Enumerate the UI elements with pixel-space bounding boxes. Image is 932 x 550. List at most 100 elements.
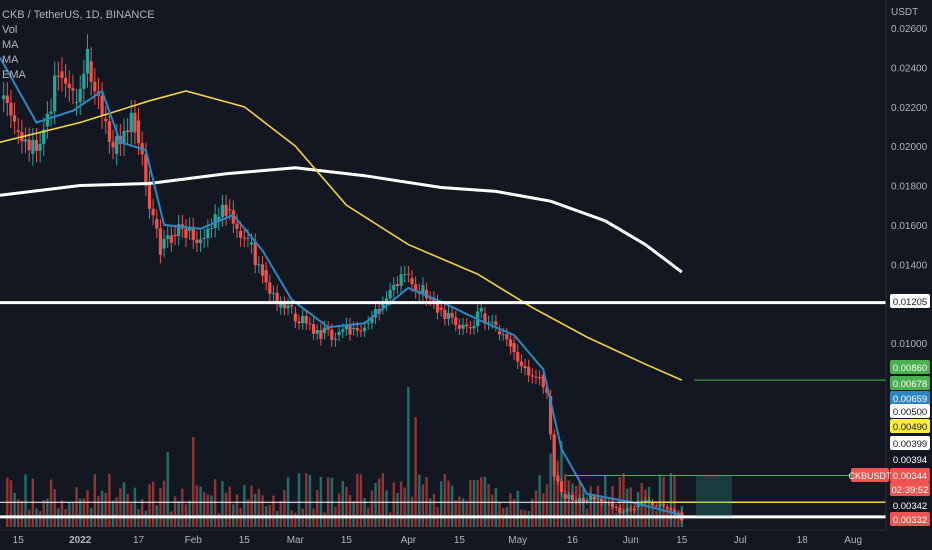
- volume-bar: [614, 512, 618, 527]
- volume-bar: [20, 500, 24, 527]
- price-tag-label: 0.00394: [893, 455, 927, 466]
- price-tag: 0.00500: [890, 404, 930, 418]
- candle-body: [578, 497, 582, 502]
- volume-bar: [531, 498, 534, 527]
- candle-body: [621, 511, 626, 513]
- symbol-title[interactable]: CKB / TetherUS, 1D, BINANCE: [2, 9, 155, 21]
- volume-bar: [254, 493, 257, 527]
- price-tag-bg: [890, 512, 930, 526]
- volume-bar: [199, 486, 202, 527]
- candle-body: [651, 501, 655, 506]
- volume-bar: [119, 488, 122, 527]
- candle-body: [249, 242, 254, 245]
- candle-body: [352, 327, 356, 330]
- candle-body: [202, 238, 206, 240]
- candle-body: [38, 144, 42, 151]
- x-tick-label: Jun: [623, 535, 639, 546]
- volume-bar: [86, 490, 89, 527]
- candle-body: [162, 238, 166, 249]
- volume-bar: [439, 481, 443, 527]
- volume-bar: [82, 498, 86, 527]
- candle-body: [27, 139, 31, 151]
- volume-bar: [68, 502, 71, 527]
- price-tag-bg: [890, 482, 930, 496]
- candle-body: [359, 330, 363, 332]
- volume-bar: [421, 484, 425, 527]
- currency-label: USDT: [891, 7, 918, 18]
- candle-body: [574, 499, 578, 501]
- volume-bar: [235, 494, 239, 527]
- price-tag: 0.00399: [890, 436, 930, 450]
- candle-body: [494, 321, 498, 326]
- candle-body: [428, 298, 432, 300]
- candle-body: [301, 316, 305, 324]
- price-tag-bg: [890, 468, 930, 482]
- volume-bar: [279, 501, 282, 527]
- volume-bar: [454, 500, 457, 527]
- candle-body: [260, 264, 265, 276]
- volume-bar: [516, 490, 519, 527]
- volume-bar: [257, 488, 261, 527]
- price-tag-label: 0.00399: [893, 439, 927, 450]
- candle-body: [446, 312, 451, 319]
- candle-body: [177, 224, 181, 237]
- candle-body: [173, 234, 177, 237]
- candle-body: [217, 216, 221, 221]
- x-tick-label: 15: [239, 535, 251, 546]
- candle-body: [93, 81, 97, 92]
- candle-body: [581, 497, 585, 502]
- volume-bar: [669, 473, 673, 527]
- volume-bar: [206, 494, 210, 527]
- price-tag-label: 0.00500: [893, 407, 927, 418]
- candle-body: [107, 121, 111, 142]
- candle-body: [315, 330, 319, 334]
- candle-body: [297, 321, 301, 324]
- volume-bar: [49, 479, 53, 527]
- candle-body: [16, 130, 20, 132]
- x-tick-label: Apr: [401, 535, 417, 546]
- indicator-ma-1[interactable]: MA: [2, 39, 19, 51]
- volume-bar: [9, 480, 13, 527]
- volume-bar: [443, 473, 447, 527]
- x-tick-label: 18: [797, 535, 809, 546]
- volume-bar: [429, 498, 432, 527]
- volume-bar: [523, 510, 527, 527]
- y-tick-label: 0.02000: [891, 142, 928, 153]
- candle-body: [410, 278, 414, 285]
- volume-bar: [676, 512, 680, 527]
- volume-bar: [228, 486, 231, 527]
- price-tag-bg: [890, 452, 930, 466]
- candle-body: [388, 290, 392, 299]
- volume-bar: [173, 496, 177, 527]
- volume-bar: [323, 512, 326, 527]
- x-tick-label: Mar: [287, 535, 305, 546]
- candle-body: [534, 376, 538, 378]
- volume-bar: [290, 510, 293, 527]
- indicator-vol[interactable]: Vol: [2, 24, 18, 36]
- price-tag-label: 0.00678: [893, 379, 927, 390]
- candle-body: [213, 214, 217, 229]
- candle-body: [74, 101, 79, 103]
- volume-bar: [553, 460, 556, 527]
- indicator-ma-2[interactable]: MA: [2, 54, 19, 66]
- candle-body: [443, 309, 447, 319]
- symbol-tag-bg: [851, 468, 889, 482]
- volume-bar: [60, 500, 64, 527]
- indicator-ema[interactable]: EMA: [2, 69, 26, 81]
- candle-body: [392, 284, 396, 291]
- volume-bar: [148, 484, 151, 527]
- volume-bar: [341, 481, 344, 527]
- candle-body: [49, 111, 53, 114]
- price-tag: 0.00659: [890, 391, 930, 405]
- candle-body: [636, 503, 640, 508]
- candle-body: [34, 140, 39, 151]
- volume-bar: [140, 499, 144, 527]
- volume-bar: [31, 478, 35, 527]
- symbol-tag: CKBUSDT: [848, 468, 892, 482]
- price-tag: 02:39:52: [890, 482, 930, 496]
- series-line-ma: [0, 90, 683, 381]
- candle-body: [468, 327, 472, 329]
- candle-body: [370, 317, 374, 323]
- candle-body: [355, 327, 359, 331]
